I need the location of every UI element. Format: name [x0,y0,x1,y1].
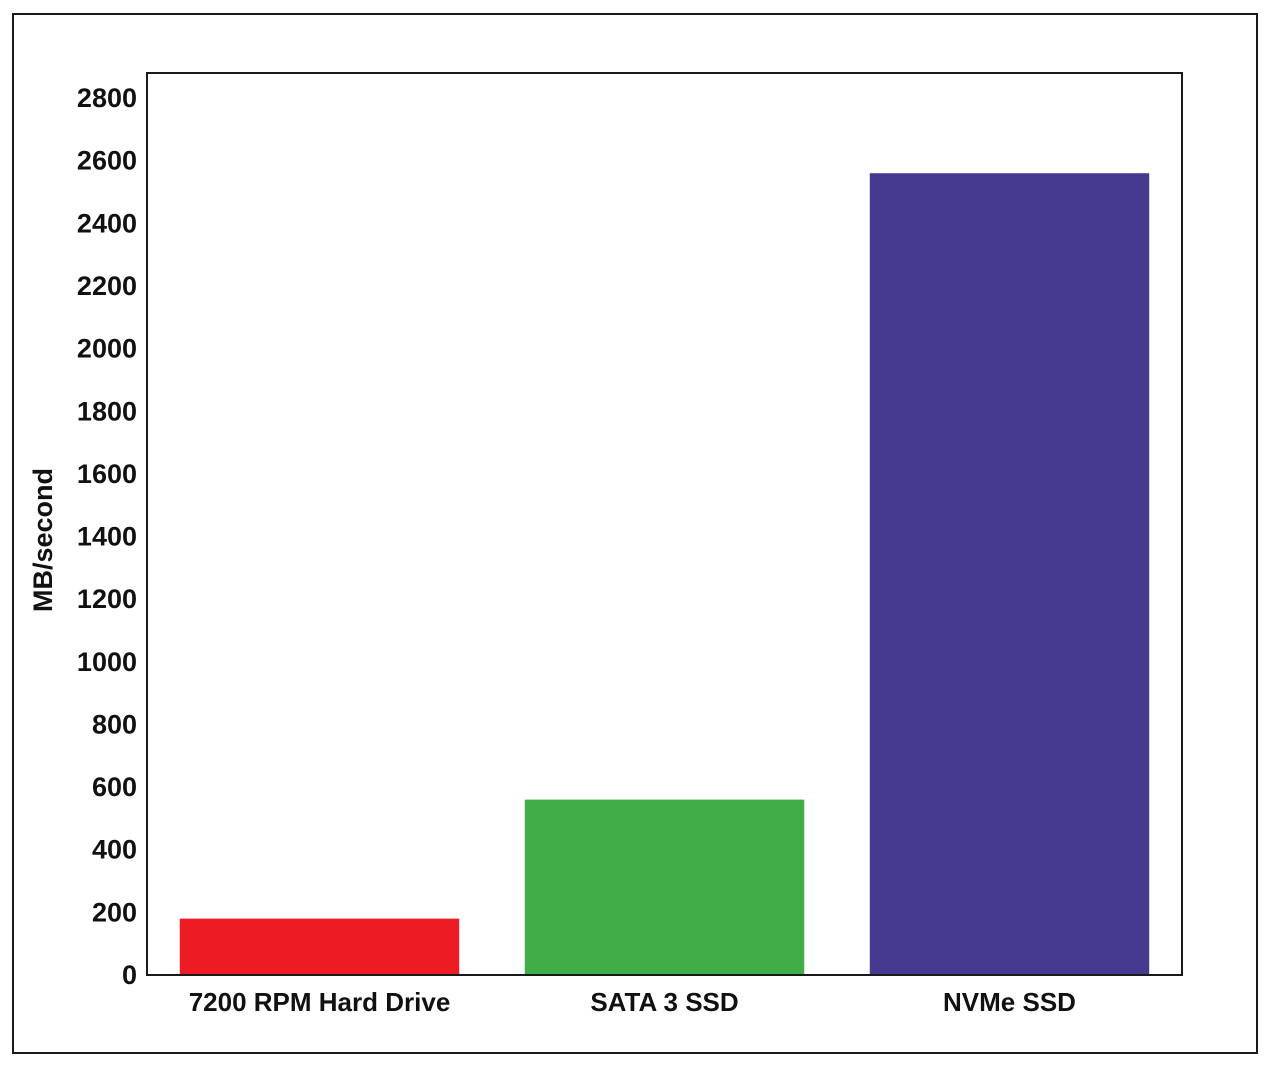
y-tick-label: 1000 [77,647,137,677]
y-tick-label: 1400 [77,522,137,552]
x-category-label: SATA 3 SSD [590,987,738,1017]
y-tick-label: 2600 [77,146,137,176]
y-tick-label: 800 [92,709,137,739]
y-tick-label: 1200 [77,584,137,614]
y-tick-label: 1800 [77,396,137,426]
x-category-label: NVMe SSD [943,987,1076,1017]
bars [179,173,1150,975]
bar [524,799,805,975]
bar [179,918,460,975]
y-axis-title: MB/second [28,468,58,612]
y-tick-label: 600 [92,772,137,802]
y-tick-label: 2000 [77,334,137,364]
y-tick-label: 1600 [77,459,137,489]
y-tick-label: 200 [92,897,137,927]
y-tick-label: 2800 [77,83,137,113]
plot-area [146,72,1183,976]
y-tick-label: 0 [122,960,137,990]
y-tick-label: 2400 [77,208,137,238]
x-category-label: 7200 RPM Hard Drive [189,987,451,1017]
y-tick-label: 400 [92,835,137,865]
y-axis-ticks: 0 200 400 600 800 1000 1200 1400 1600 1800 2000 220… [77,83,137,990]
bar [869,173,1150,975]
y-tick-label: 2200 [77,271,137,301]
x-axis-labels: 7200 RPM Hard Drive SATA 3 SSD NVMe SSD [189,987,1076,1017]
